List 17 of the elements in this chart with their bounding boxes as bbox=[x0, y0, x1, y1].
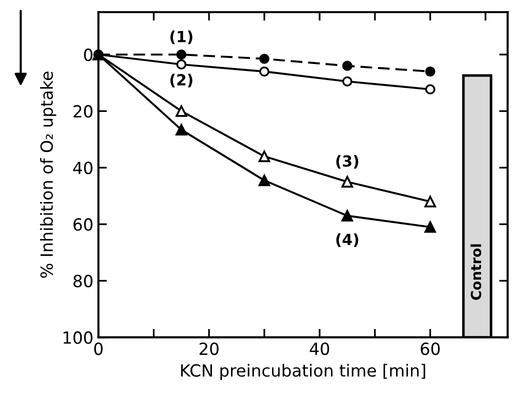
y-tick-label: 40 bbox=[73, 162, 92, 174]
y-tick-label: 60 bbox=[74, 218, 92, 231]
y-tick-label: 80 bbox=[73, 274, 92, 288]
legend-label: Control bbox=[470, 244, 482, 300]
series-label: (1) bbox=[170, 30, 192, 44]
x-tick-label: 40 bbox=[310, 342, 330, 356]
series-label: (2) bbox=[170, 74, 192, 88]
x-tick-label: 0 bbox=[94, 342, 103, 356]
y-tick-label: 100 bbox=[64, 331, 92, 344]
x-tick-label: 20 bbox=[200, 342, 219, 356]
y-tick-label: 20 bbox=[74, 105, 92, 118]
x-tick-label: 60 bbox=[420, 342, 440, 356]
x-axis-title: KCN preincubation time [min] bbox=[181, 364, 426, 380]
series-label: (4) bbox=[336, 233, 358, 247]
series-label: (3) bbox=[336, 154, 358, 169]
y-axis-title: % Inhibition of O₂ uptake bbox=[40, 72, 56, 278]
y-tick-label: 0 bbox=[84, 48, 92, 62]
